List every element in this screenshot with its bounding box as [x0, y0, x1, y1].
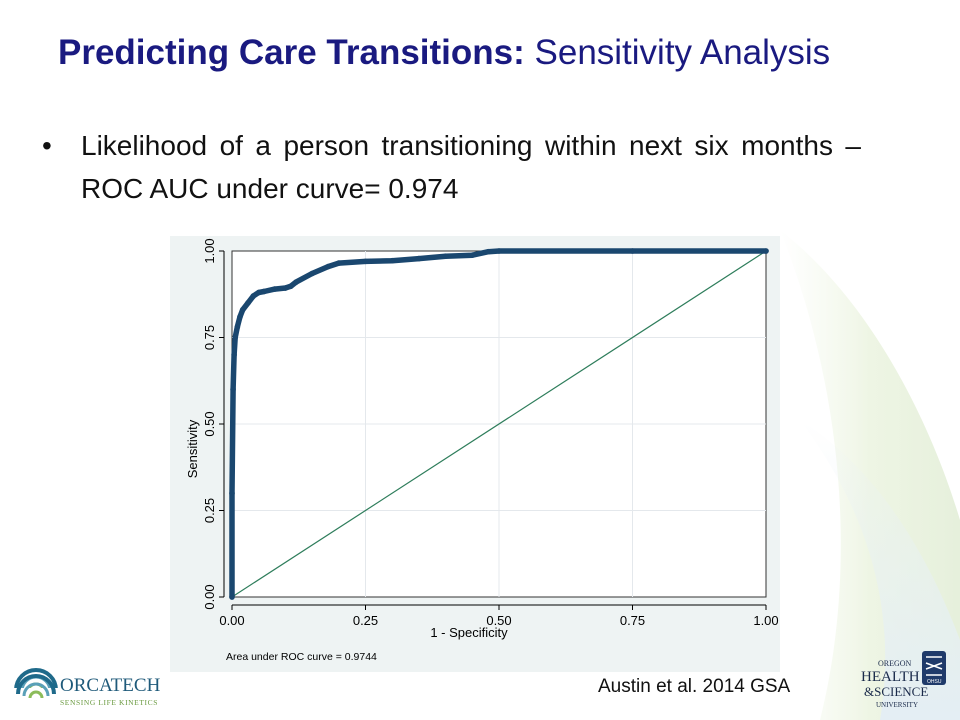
roc-point	[389, 257, 395, 264]
roc-point	[230, 386, 236, 393]
roc-point	[239, 307, 246, 313]
ohsu-line1: OREGON	[878, 659, 912, 668]
roc-point	[234, 324, 241, 330]
roc-point	[231, 352, 237, 358]
roc-point	[271, 286, 278, 292]
roc-point	[629, 248, 636, 254]
ohsu-logo: OREGON HEALTH &SCIENCE UNIVERSITY OHSU	[861, 651, 946, 709]
roc-point	[362, 258, 369, 265]
roc-point	[469, 252, 476, 258]
roc-point	[309, 270, 315, 277]
roc-point	[336, 260, 342, 266]
roc-point	[229, 490, 235, 496]
roc-point	[293, 279, 299, 285]
roc-point	[763, 248, 769, 254]
roc-point	[237, 313, 243, 320]
roc-point	[416, 255, 422, 262]
bullet-symbol: •	[42, 130, 52, 161]
x-axis-title: 1 - Specificity	[430, 625, 508, 640]
roc-point	[245, 300, 251, 306]
reference-line	[231, 250, 767, 598]
roc-point	[287, 283, 294, 290]
roc-point	[325, 263, 331, 270]
roc-point	[485, 248, 492, 255]
y-tick-label: 0.50	[202, 411, 217, 436]
x-tick-label: 0.25	[353, 613, 378, 628]
roc-point	[442, 253, 449, 259]
roc-point	[255, 289, 262, 296]
bullet-text: Likelihood of a person transitioning wit…	[81, 130, 861, 204]
y-tick-label: 0.00	[202, 584, 217, 609]
x-tick-label: 0.00	[219, 613, 244, 628]
roc-point	[229, 594, 235, 600]
orcatech-tagline: SENSING LIFE KINETICS	[60, 698, 158, 707]
x-tick-label: 0.75	[620, 613, 645, 628]
roc-chart: 0.00 0.25 0.50 0.75 1.00 0.00 0.25 0.50 0.75 1.00…	[185, 238, 779, 663]
title-bold: Predicting Care Transitions:	[58, 33, 525, 72]
ohsu-line3: &SCIENCE	[864, 684, 928, 699]
ohsu-line2: HEALTH	[861, 669, 920, 685]
y-tick-label: 0.75	[202, 325, 217, 350]
roc-point	[232, 334, 239, 341]
roc-point	[282, 285, 289, 291]
x-tick-label: 0.50	[486, 613, 511, 628]
roc-chart-panel: 0.00 0.25 0.50 0.75 1.00 0.00 0.25 0.50 0.75 1.00…	[170, 236, 780, 672]
y-tick-label: 0.25	[202, 498, 217, 523]
x-tick-label: 1.00	[753, 613, 778, 628]
roc-point	[496, 248, 502, 254]
roc-point	[250, 293, 257, 299]
y-axis-title: Sensitivity	[185, 419, 200, 478]
slide-title: Predicting Care Transitions: Sensitivity…	[58, 33, 938, 73]
roc-point	[261, 288, 267, 295]
title-rest: Sensitivity Analysis	[524, 33, 831, 72]
orcatech-logo: ORCATECH SENSING LIFE KINETICS	[14, 668, 161, 714]
ohsu-badge: OHSU	[927, 679, 942, 685]
citation: Austin et al. 2014 GSA	[598, 676, 791, 697]
y-tick-label: 1.00	[202, 238, 217, 263]
orcatech-name: ORCATECH	[60, 675, 161, 696]
ohsu-line4: UNIVERSITY	[876, 701, 918, 709]
auc-note: Area under ROC curve = 0.9744	[226, 651, 377, 663]
